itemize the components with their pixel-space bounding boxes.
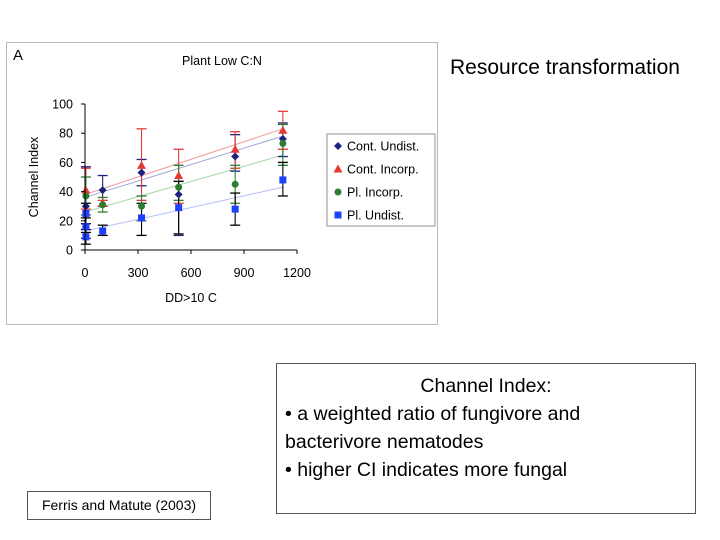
legend-marker	[334, 142, 342, 150]
y-axis-label: Channel Index	[27, 136, 41, 217]
data-point	[231, 205, 239, 213]
trendline	[84, 186, 283, 232]
legend: Cont. Undist. Cont. Incorp. Pl. Incorp. Pl.…	[326, 133, 436, 227]
slide-title: Resource transformation	[450, 56, 680, 79]
data-point	[231, 152, 240, 161]
data-point	[99, 201, 107, 209]
trendline	[84, 154, 284, 213]
data-point	[138, 214, 146, 222]
trendlines	[84, 128, 284, 232]
legend-label: Pl. Undist.	[347, 209, 404, 223]
definition-line: • a weighted ratio of fungivore and	[285, 403, 581, 425]
data-point	[82, 210, 90, 217]
legend-label: Pl. Incorp.	[347, 186, 403, 200]
data-point	[174, 190, 183, 199]
legend-marker	[333, 164, 343, 173]
x-tick-label: 300	[128, 266, 149, 280]
data-point	[175, 204, 183, 212]
definition-line: • higher CI indicates more fungal	[285, 459, 568, 481]
legend-label: Cont. Undist.	[347, 140, 419, 154]
data-point	[82, 192, 90, 200]
y-tick-label: 80	[59, 127, 73, 141]
legend-marker	[334, 188, 342, 196]
data-point	[174, 171, 184, 180]
x-tick-label: 1200	[283, 266, 311, 280]
data-point	[137, 160, 147, 169]
legend-label: Cont. Incorp.	[347, 163, 419, 177]
trendline	[84, 135, 284, 198]
data-point	[82, 233, 90, 241]
y-tick-label: 20	[59, 214, 73, 228]
data-point	[175, 183, 183, 191]
citation-box: Ferris and Matute (2003)	[27, 491, 211, 520]
data-markers	[81, 125, 288, 241]
definition-heading: Channel Index:	[420, 375, 552, 397]
y-tick-label: 0	[66, 244, 73, 258]
error-bars	[80, 110, 288, 245]
axes: 0 20 40 60 80 100 0 300 600 900 1200	[52, 98, 311, 281]
data-point	[278, 135, 287, 144]
y-tick-label: 60	[59, 156, 73, 170]
x-tick-label: 900	[234, 266, 255, 280]
data-point	[81, 185, 91, 194]
definition-box: Channel Index: • a weighted ratio of fun…	[276, 363, 696, 514]
data-point	[137, 168, 146, 177]
data-point	[138, 202, 146, 210]
data-point	[98, 186, 107, 195]
data-point	[81, 202, 90, 211]
data-point	[230, 144, 240, 153]
definition-line: bacterivore nematodes	[285, 431, 484, 453]
chart-panel: A Plant Low C:N DD>10 C Channel Index 0 2…	[6, 42, 438, 325]
y-tick-label: 100	[52, 98, 73, 112]
panel-label: A	[13, 47, 23, 64]
data-point	[279, 139, 287, 147]
data-point	[231, 180, 239, 188]
data-point	[82, 223, 90, 231]
chart-title: Plant Low C:N	[182, 54, 262, 68]
legend-box	[326, 133, 436, 227]
y-tick-label: 40	[59, 185, 73, 199]
x-tick-label: 0	[82, 266, 89, 280]
x-tick-label: 600	[181, 266, 202, 280]
trendline	[84, 128, 284, 195]
data-point	[278, 125, 288, 134]
legend-marker	[334, 211, 342, 219]
x-axis-label: DD>10 C	[165, 291, 217, 305]
data-point	[99, 227, 107, 235]
scatter-chart: A Plant Low C:N DD>10 C Channel Index 0 2…	[13, 47, 436, 305]
data-point	[279, 176, 287, 184]
